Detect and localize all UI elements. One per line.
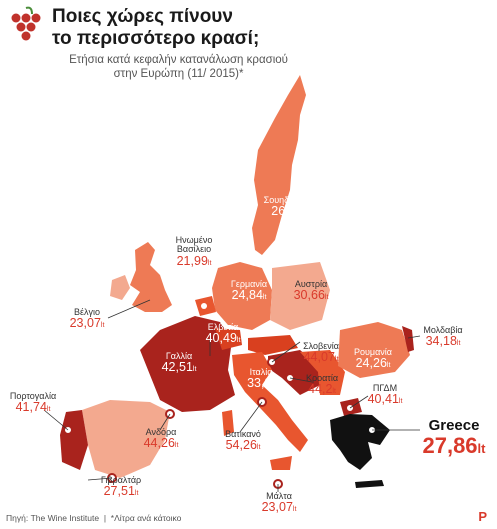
region-spain — [82, 400, 170, 478]
region-uk — [130, 242, 172, 312]
leader-lines — [43, 299, 421, 492]
region-switzerland — [215, 328, 242, 350]
footer: Πηγή: The Wine Institute | *Λίτρα ανά κά… — [6, 513, 181, 523]
label-germany: Γερμανία 24,84lt — [230, 279, 268, 303]
region-sweden — [252, 75, 306, 255]
region-greece — [330, 414, 390, 470]
region-bosnia-serbia — [300, 350, 345, 395]
label-fyrom: ΠΓΔΜ 40,41lt — [367, 383, 403, 407]
region-ireland — [110, 275, 130, 300]
label-uk: Ηνωμένο Βασίλειο 21,99lt — [175, 235, 213, 268]
label-greece: Greece 27,86lt — [422, 417, 486, 458]
brand-logo: P — [478, 509, 487, 524]
page-title: Ποιες χώρες πίνουν το περισσότερο κρασί; — [52, 6, 260, 49]
region-sicily — [270, 456, 292, 470]
region-sardinia — [222, 410, 234, 436]
label-austria: Αυστρία 30,66lt — [293, 279, 329, 303]
label-slovenia: Σλοβενία 44,07lt — [303, 341, 339, 365]
label-portugal: Πορτογαλία 41,74lt — [9, 391, 57, 415]
label-andorra: Ανδόρα 44,26lt — [143, 427, 179, 451]
grape-logo-icon — [11, 6, 41, 41]
region-central-east — [270, 262, 330, 330]
region-france — [140, 316, 235, 412]
region-italy — [232, 352, 308, 452]
region-crete — [355, 480, 384, 488]
region-germany — [212, 262, 272, 330]
footer-separator: | — [103, 513, 107, 523]
label-croatia: Κροατία 44,2lt — [305, 373, 339, 397]
label-romania: Ρουμανία 24,26lt — [353, 347, 393, 371]
footer-source: Πηγή: The Wine Institute — [6, 513, 100, 523]
region-balkans — [268, 350, 320, 395]
label-malta: Μάλτα 23,07lt — [261, 491, 297, 515]
label-belgium: Βέλγιο 23,07lt — [69, 307, 105, 331]
label-france: Γαλλία 42,51lt — [161, 351, 197, 375]
page-subtitle: Ετήσια κατά κεφαλήν κατανάλωση κρασιού σ… — [69, 54, 288, 80]
label-vatican: Βατικανό 54,26lt — [225, 429, 261, 453]
region-portugal — [60, 410, 88, 470]
footer-note: *Λίτρα ανά κάτοικο — [110, 513, 182, 523]
region-austria — [248, 335, 298, 355]
label-moldova: Μολδαβία 34,18lt — [423, 325, 463, 349]
marker-belgium — [201, 303, 207, 309]
region-romania — [338, 322, 410, 378]
region-moldova — [402, 326, 414, 352]
label-switzerland: Ελβετία 40,49lt — [205, 322, 241, 346]
label-gibraltar: Γιβραλτάρ 27,51lt — [100, 475, 142, 499]
label-italy: Ιταλία 33,3lt — [247, 367, 275, 391]
label-sweden: Σουηδία 26lt — [263, 195, 297, 219]
